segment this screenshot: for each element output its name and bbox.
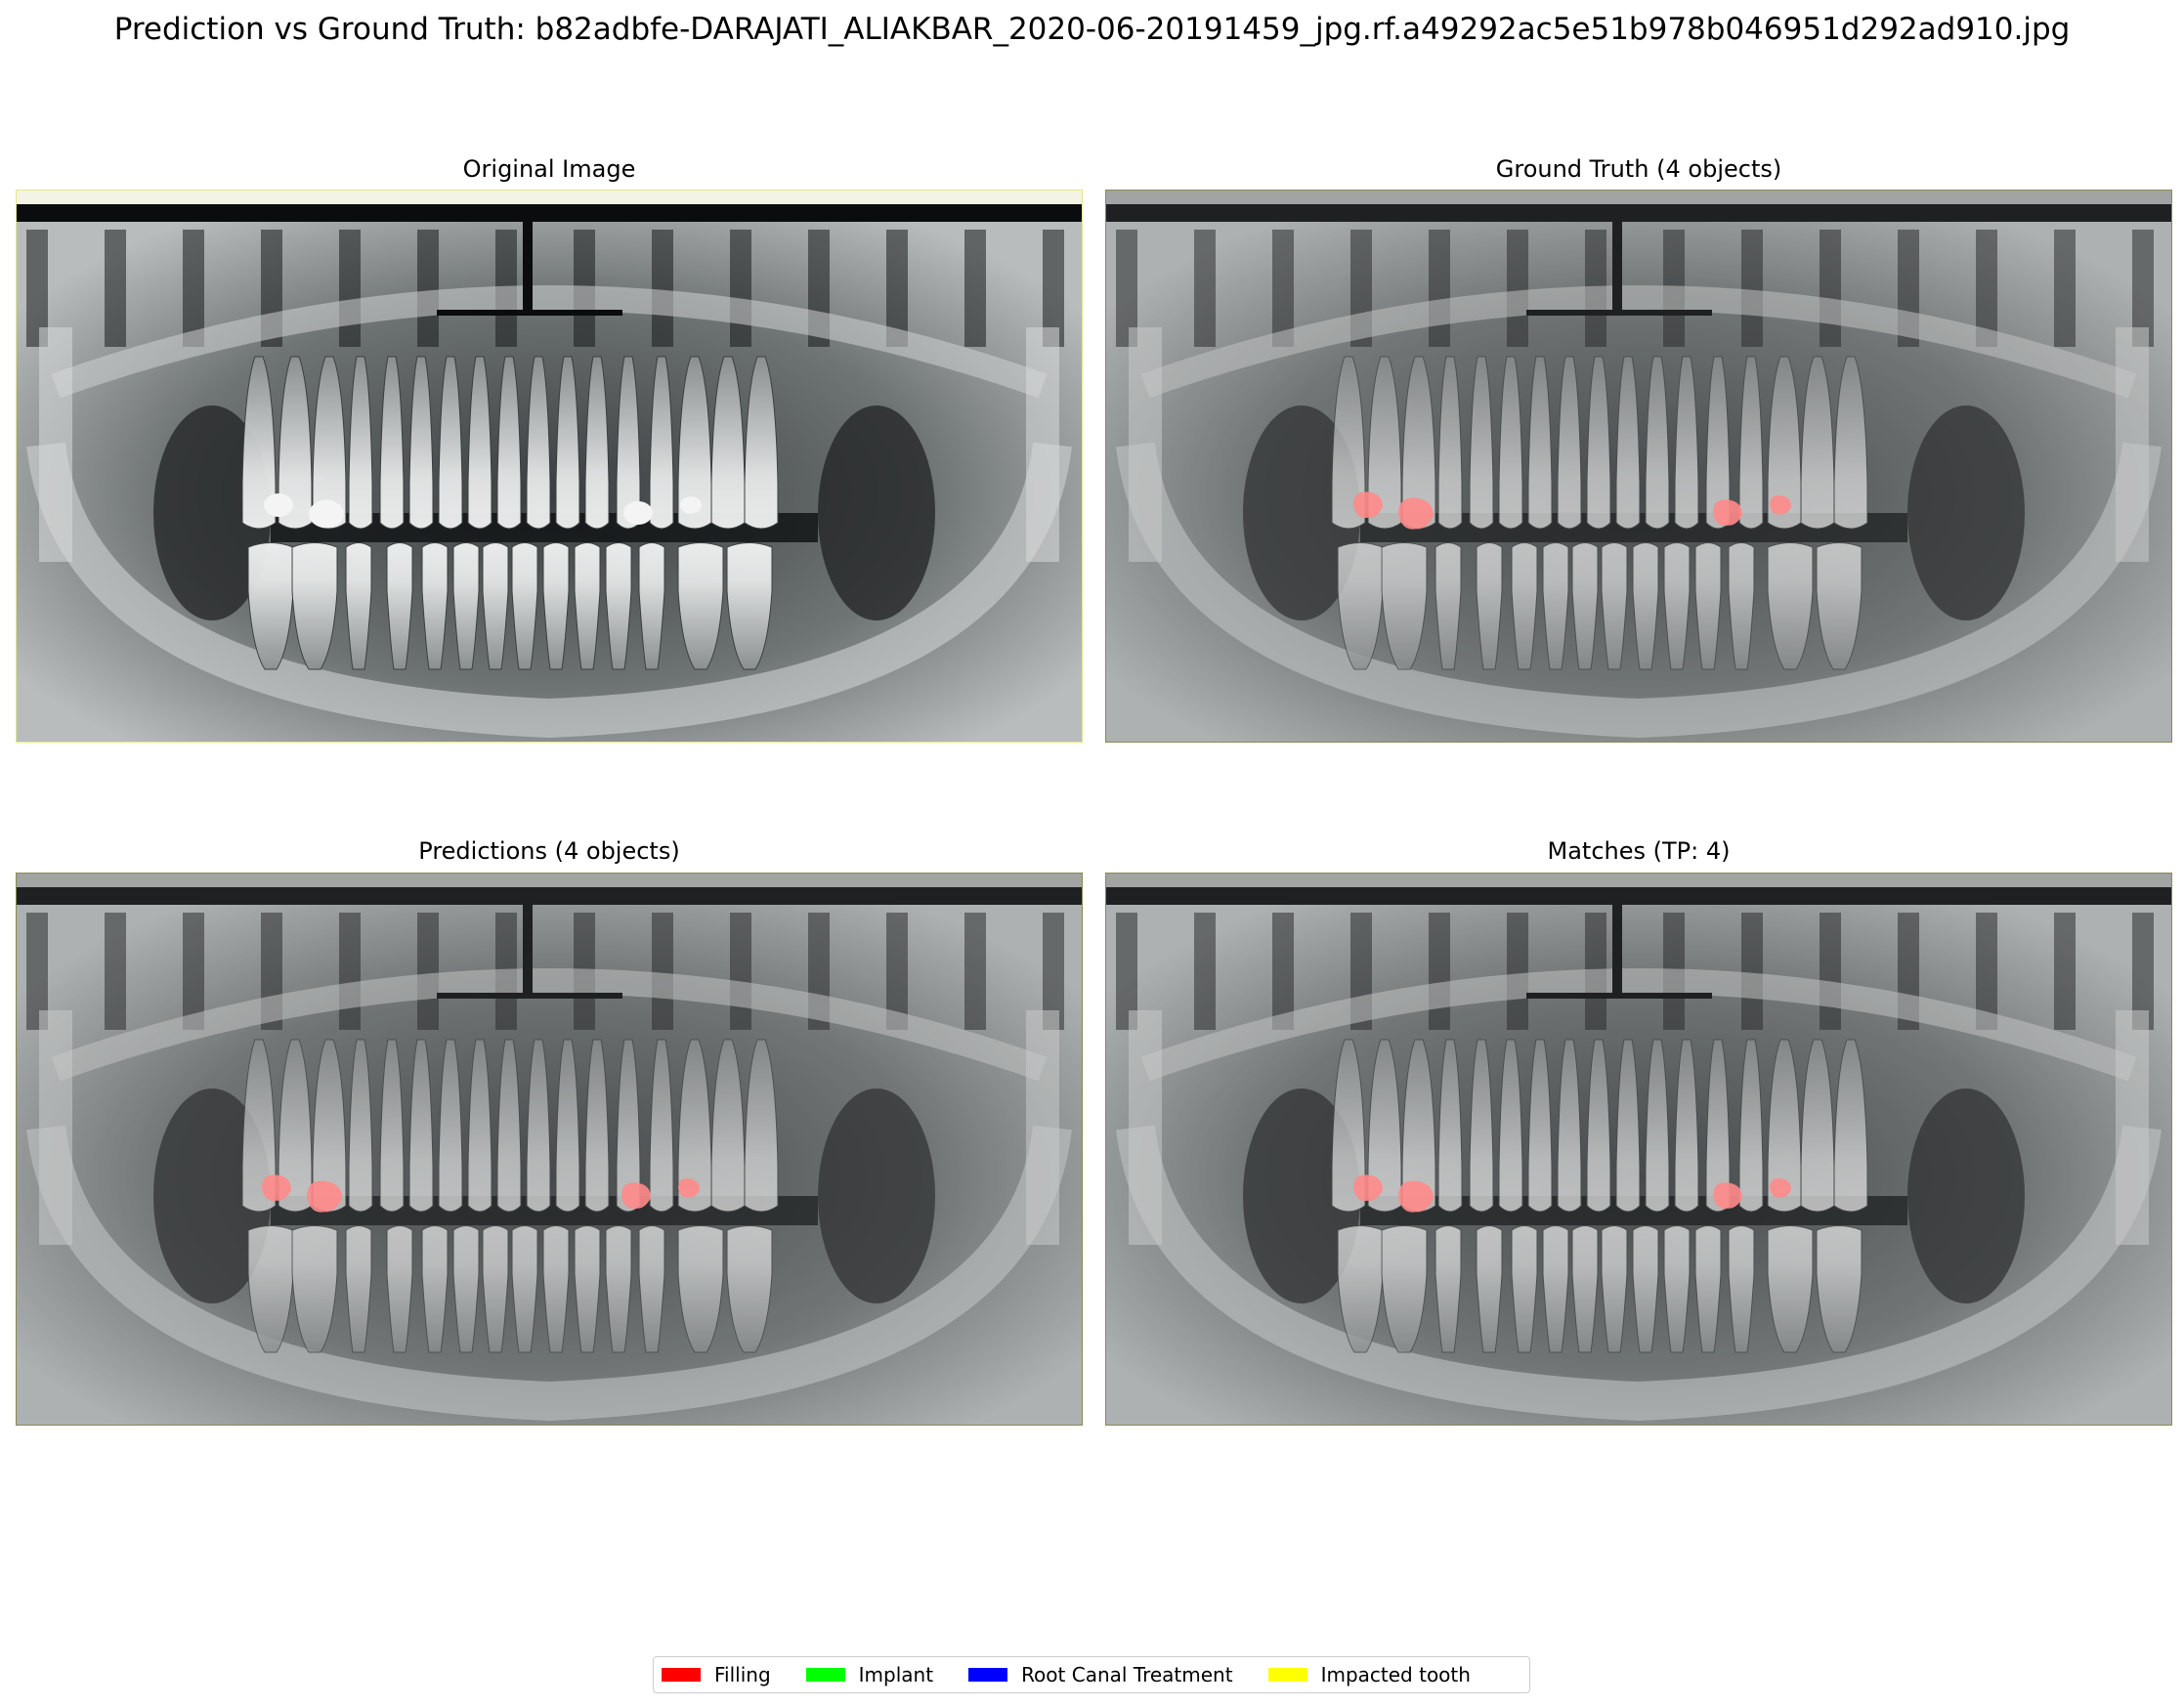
filling-mask (1713, 1182, 1742, 1210)
legend: Filling Implant Root Canal Treatment Imp… (653, 1656, 1530, 1693)
matches-xray-panel (1105, 873, 2172, 1426)
original-xray-panel (16, 190, 1083, 743)
legend-item-filling: Filling (662, 1663, 771, 1686)
filling-mask (1770, 1178, 1791, 1198)
legend-item-impacted: Impacted tooth (1267, 1663, 1471, 1686)
legend-swatch-implant (805, 1668, 845, 1682)
legend-label-implant: Implant (858, 1663, 934, 1686)
legend-label-root-canal: Root Canal Treatment (1021, 1663, 1233, 1686)
filling-mask (1770, 495, 1791, 515)
panel-title-predictions: Predictions (4 objects) (418, 837, 680, 865)
filling-mask (1353, 1174, 1383, 1202)
filling-mask (307, 1180, 342, 1213)
filling-mask (1713, 499, 1742, 527)
filling-highlight (680, 496, 702, 514)
legend-label-impacted: Impacted tooth (1320, 1663, 1471, 1686)
filling-mask (1353, 491, 1383, 519)
figure-title: Prediction vs Ground Truth: b82adbfe-DAR… (113, 12, 2071, 47)
filling-mask (1398, 497, 1434, 530)
legend-swatch-root-canal (968, 1668, 1008, 1682)
filling-highlight (309, 499, 344, 529)
legend-item-implant: Implant (805, 1663, 934, 1686)
filling-highlight (623, 501, 653, 525)
filling-mask (1398, 1180, 1434, 1213)
legend-label-filling: Filling (714, 1663, 771, 1686)
legend-swatch-filling (662, 1668, 701, 1682)
ground-truth-xray-panel (1105, 190, 2172, 743)
legend-swatch-impacted (1267, 1668, 1307, 1682)
filling-highlight (264, 493, 293, 517)
legend-item-root-canal: Root Canal Treatment (968, 1663, 1233, 1686)
panel-title-ground-truth: Ground Truth (4 objects) (1495, 155, 1782, 183)
panel-title-matches: Matches (TP: 4) (1547, 837, 1731, 865)
predictions-xray-panel (16, 873, 1083, 1426)
filling-mask (262, 1174, 291, 1202)
panel-title-original: Original Image (462, 155, 636, 183)
filling-mask (621, 1182, 651, 1210)
filling-mask (678, 1178, 700, 1198)
